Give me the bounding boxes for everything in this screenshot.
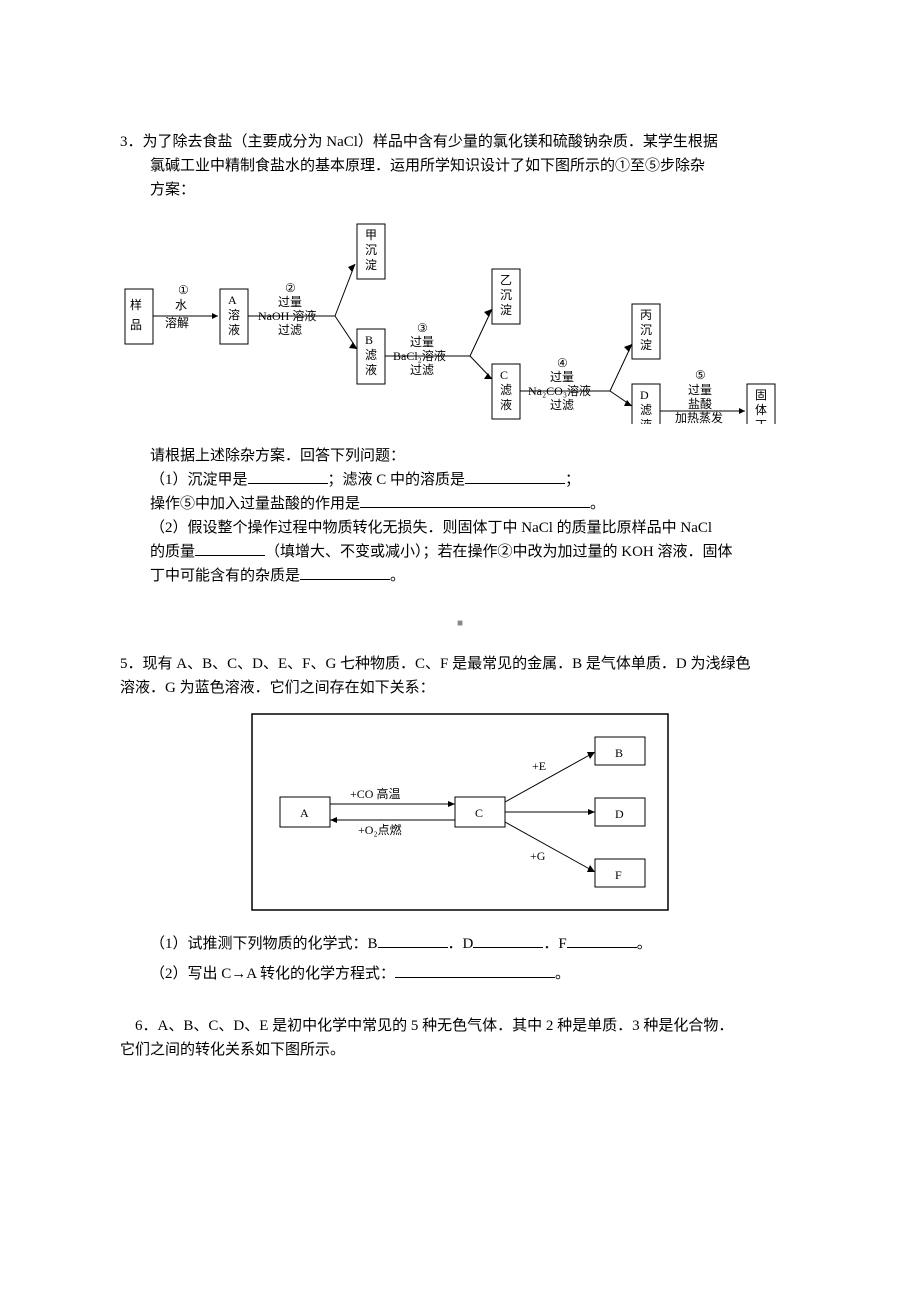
svg-text:过量: 过量 <box>550 370 574 384</box>
svg-text:BaCl₂溶液: BaCl₂溶液 <box>393 348 446 363</box>
svg-text:④: ④ <box>557 356 568 370</box>
svg-text:过量: 过量 <box>278 295 302 309</box>
svg-text:+O₂点燃: +O₂点燃 <box>358 822 402 837</box>
q5-sub2: （2）写出 C→A 转化的化学方程式：。 <box>150 962 800 986</box>
q3-flowchart: 样品 ① 水 溶解 A溶液 ② 过量 NaOH 溶液 过滤 甲沉淀 <box>120 214 800 432</box>
svg-text:体: 体 <box>755 403 767 417</box>
q6-stem: 6．A、B、C、D、E 是初中化学中常见的 5 种无色气体．其中 2 种是单质．… <box>120 1014 800 1062</box>
blank[interactable] <box>395 962 555 978</box>
svg-text:样: 样 <box>130 297 142 312</box>
svg-text:液: 液 <box>640 417 652 424</box>
svg-text:液: 液 <box>500 397 512 412</box>
q6-line: 6．A、B、C、D、E 是初中化学中常见的 5 种无色气体．其中 2 种是单质．… <box>120 1014 800 1038</box>
svg-text:滤: 滤 <box>365 348 377 362</box>
page-marker: ■ <box>120 616 800 632</box>
svg-text:+E: +E <box>532 759 546 773</box>
svg-text:F: F <box>615 868 622 882</box>
svg-text:丙: 丙 <box>640 308 652 322</box>
q5-sub1: （1）试推测下列物质的化学式：B．D．F。 <box>150 932 800 956</box>
svg-text:液: 液 <box>365 362 377 377</box>
blank[interactable] <box>473 932 543 948</box>
q3-sub1b: 操作⑤中加入过量盐酸的作用是。 <box>150 492 800 516</box>
q5-line: 溶液．G 为蓝色溶液．它们之间存在如下关系： <box>120 676 800 700</box>
svg-text:D: D <box>615 807 624 821</box>
svg-text:甲: 甲 <box>365 228 377 242</box>
svg-text:过滤: 过滤 <box>410 363 434 377</box>
q3-sub2b: 的质量（填增大、不变或减小）；若在操作②中改为加过量的 KOH 溶液．固体 <box>150 540 800 564</box>
svg-text:加热蒸发: 加热蒸发 <box>675 410 723 424</box>
question-5: 5．现有 A、B、C、D、E、F、G 七种物质．C、F 是最常见的金属．B 是气… <box>120 652 800 986</box>
svg-text:+CO 高温: +CO 高温 <box>350 786 400 801</box>
svg-text:②: ② <box>285 281 296 295</box>
svg-text:过滤: 过滤 <box>278 323 302 337</box>
svg-text:⑤: ⑤ <box>695 368 706 382</box>
svg-text:过量: 过量 <box>410 335 434 349</box>
svg-text:淀: 淀 <box>500 303 512 317</box>
svg-text:D: D <box>640 388 649 402</box>
svg-text:淀: 淀 <box>365 258 377 272</box>
blank[interactable] <box>465 468 565 484</box>
q3-line: 氯碱工业中精制食盐水的基本原理．运用所学知识设计了如下图所示的①至⑤步除杂 <box>120 154 800 178</box>
svg-text:NaOH 溶液: NaOH 溶液 <box>258 308 316 323</box>
svg-text:盐酸: 盐酸 <box>688 396 712 411</box>
svg-text:沉: 沉 <box>500 288 512 302</box>
q3-sub2c: 丁中可能含有的杂质是。 <box>150 564 800 588</box>
svg-text:溶: 溶 <box>228 307 240 322</box>
blank[interactable] <box>360 492 590 508</box>
q3-prompt: 请根据上述除杂方案．回答下列问题： <box>150 444 800 468</box>
svg-text:沉: 沉 <box>640 323 652 337</box>
blank[interactable] <box>567 932 637 948</box>
q5-line: 5．现有 A、B、C、D、E、F、G 七种物质．C、F 是最常见的金属．B 是气… <box>120 652 800 676</box>
q3-sub1: （1）沉淀甲是；滤液 C 中的溶质是； <box>150 468 800 492</box>
q5-sub: （1）试推测下列物质的化学式：B．D．F。 （2）写出 C→A 转化的化学方程式… <box>120 932 800 986</box>
svg-text:水: 水 <box>175 298 187 312</box>
svg-text:乙: 乙 <box>500 273 512 287</box>
svg-text:A: A <box>300 806 309 820</box>
blank[interactable] <box>195 540 265 556</box>
blank[interactable] <box>248 468 328 484</box>
svg-text:过滤: 过滤 <box>550 398 574 412</box>
svg-text:滤: 滤 <box>640 403 652 417</box>
question-6: 6．A、B、C、D、E 是初中化学中常见的 5 种无色气体．其中 2 种是单质．… <box>120 1014 800 1062</box>
svg-text:B: B <box>615 746 623 760</box>
q3-sub2: （2）假设整个操作过程中物质转化无损失．则固体丁中 NaCl 的质量比原样品中 … <box>150 516 800 540</box>
q5-diagram: A C +CO 高温 +O₂点燃 B D F +E <box>120 712 800 920</box>
svg-text:B: B <box>365 333 373 347</box>
svg-text:A: A <box>228 293 237 307</box>
svg-text:过量: 过量 <box>688 383 712 397</box>
svg-text:①: ① <box>178 283 189 297</box>
svg-text:③: ③ <box>417 321 428 335</box>
svg-text:品: 品 <box>130 318 142 332</box>
q6-line: 它们之间的转化关系如下图所示。 <box>120 1038 800 1062</box>
svg-text:固: 固 <box>755 388 767 402</box>
question-3: 3．为了除去食盐（主要成分为 NaCl）样品中含有少量的氯化镁和硫酸钠杂质．某学… <box>120 130 800 588</box>
q3-line: 3．为了除去食盐（主要成分为 NaCl）样品中含有少量的氯化镁和硫酸钠杂质．某学… <box>120 130 800 154</box>
svg-text:溶解: 溶解 <box>165 315 189 330</box>
blank[interactable] <box>378 932 448 948</box>
svg-text:Na₂CO₃溶液: Na₂CO₃溶液 <box>528 383 591 398</box>
q3-stem: 3．为了除去食盐（主要成分为 NaCl）样品中含有少量的氯化镁和硫酸钠杂质．某学… <box>120 130 800 202</box>
svg-text:液: 液 <box>228 322 240 337</box>
svg-text:+G: +G <box>530 849 546 863</box>
q5-stem: 5．现有 A、B、C、D、E、F、G 七种物质．C、F 是最常见的金属．B 是气… <box>120 652 800 700</box>
svg-text:沉: 沉 <box>365 243 377 257</box>
svg-text:丁: 丁 <box>755 418 767 424</box>
svg-text:滤: 滤 <box>500 383 512 397</box>
q3-line: 方案： <box>120 178 800 202</box>
svg-text:C: C <box>500 368 508 382</box>
q3-sub: 请根据上述除杂方案．回答下列问题： （1）沉淀甲是；滤液 C 中的溶质是； 操作… <box>120 444 800 588</box>
blank[interactable] <box>300 564 390 580</box>
svg-text:C: C <box>475 806 483 820</box>
svg-text:淀: 淀 <box>640 338 652 352</box>
